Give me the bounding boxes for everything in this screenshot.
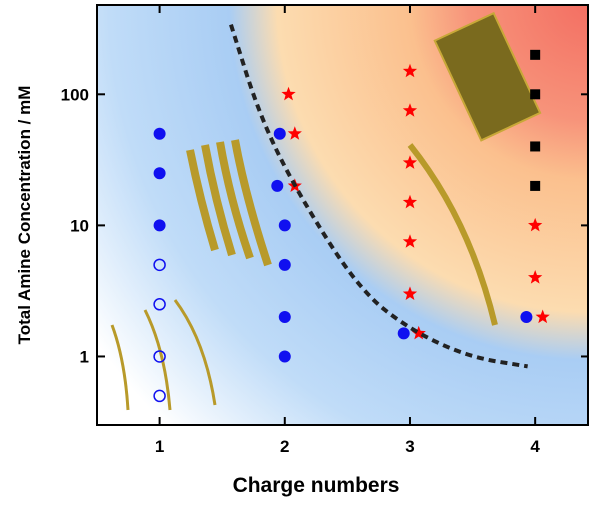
data-point: [397, 327, 410, 340]
boundary-line: [229, 24, 528, 369]
data-point: [153, 258, 166, 272]
data-point: [153, 127, 166, 140]
data-point: [273, 127, 286, 140]
y-tick-label: 100: [61, 85, 89, 104]
data-point: [402, 194, 418, 209]
data-point: [278, 350, 291, 363]
data-point: [402, 234, 418, 248]
data-point: [402, 63, 418, 78]
data-point: [530, 89, 541, 100]
data-point: [287, 126, 302, 140]
data-point: [278, 311, 291, 324]
data-point: [530, 180, 541, 191]
x-tick-label: 1: [155, 437, 164, 456]
data-point: [535, 309, 550, 324]
data-point: [530, 141, 541, 152]
y-tick-label: 10: [70, 216, 89, 235]
data-point: [278, 258, 291, 271]
data-point: [153, 167, 166, 180]
data-point: [411, 325, 426, 340]
y-axis-label: Total Amine Concentration / mM: [15, 86, 34, 345]
x-tick-label: 2: [280, 437, 289, 456]
decoration: [110, 11, 542, 411]
data-point: [530, 49, 541, 60]
plot-frame: [96, 4, 589, 426]
data-point: [520, 311, 533, 324]
x-axis-label: Charge numbers: [233, 474, 400, 497]
data-point: [402, 286, 418, 300]
x-tick-label: 3: [405, 437, 414, 456]
data-point: [278, 219, 291, 232]
data-point: [153, 219, 166, 232]
x-tick-label: 4: [530, 437, 540, 456]
data-point: [271, 179, 284, 192]
data-point: [402, 155, 418, 169]
data-point: [528, 217, 543, 232]
data-point: [153, 298, 166, 311]
data-point: [281, 86, 296, 101]
data-point: [528, 270, 543, 284]
y-tick-label: 1: [80, 347, 89, 366]
data-point: [153, 389, 166, 403]
data-point: [402, 103, 418, 117]
data-point: [153, 350, 166, 363]
